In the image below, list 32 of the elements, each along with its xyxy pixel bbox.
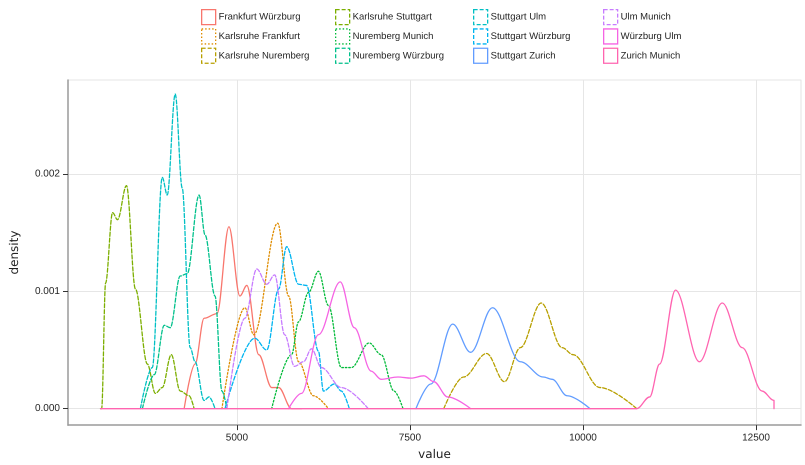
legend-label: Karlsruhe Nuremberg bbox=[218, 50, 310, 62]
line-series bbox=[288, 281, 472, 410]
legend-label: Nuremberg Munich bbox=[352, 30, 434, 42]
x-tick-label: 7500 bbox=[398, 432, 422, 444]
y-tick-label: 0.000 bbox=[34, 403, 60, 414]
legend-label: Stuttgart Würzburg bbox=[490, 30, 570, 42]
line-series bbox=[443, 302, 638, 410]
y-tick-label: 0.001 bbox=[34, 286, 60, 297]
line-series bbox=[100, 184, 195, 410]
legend-label: Ulm Munich bbox=[620, 12, 671, 23]
legend-label: Zurich Munich bbox=[620, 50, 680, 62]
x-axis-title: value bbox=[418, 447, 451, 461]
legend-label: Stuttgart Ulm bbox=[490, 12, 546, 23]
line-series bbox=[226, 268, 369, 410]
y-axis-title: density bbox=[7, 230, 21, 275]
legend-label: Karlsruhe Frankfurt bbox=[218, 30, 300, 42]
y-tick-label: 0.002 bbox=[34, 168, 60, 180]
legend-label: Würzburg Ulm bbox=[620, 30, 682, 42]
line-series bbox=[224, 246, 350, 410]
line-series bbox=[415, 307, 591, 410]
legend-label: Frankfurt Würzburg bbox=[218, 12, 300, 23]
line-series bbox=[142, 194, 228, 410]
line-series bbox=[100, 289, 775, 410]
line-series bbox=[271, 270, 404, 410]
x-tick-label: 5000 bbox=[226, 432, 248, 444]
line-series bbox=[221, 222, 330, 410]
legend-label: Stuttgart Zurich bbox=[490, 50, 556, 62]
line-series bbox=[140, 93, 216, 410]
x-tick-label: 10000 bbox=[569, 432, 598, 444]
legend-label: Nuremberg Würzburg bbox=[352, 50, 444, 62]
legend-label: Karlsruhe Stuttgart bbox=[352, 12, 432, 23]
x-tick-label: 12500 bbox=[742, 432, 770, 444]
